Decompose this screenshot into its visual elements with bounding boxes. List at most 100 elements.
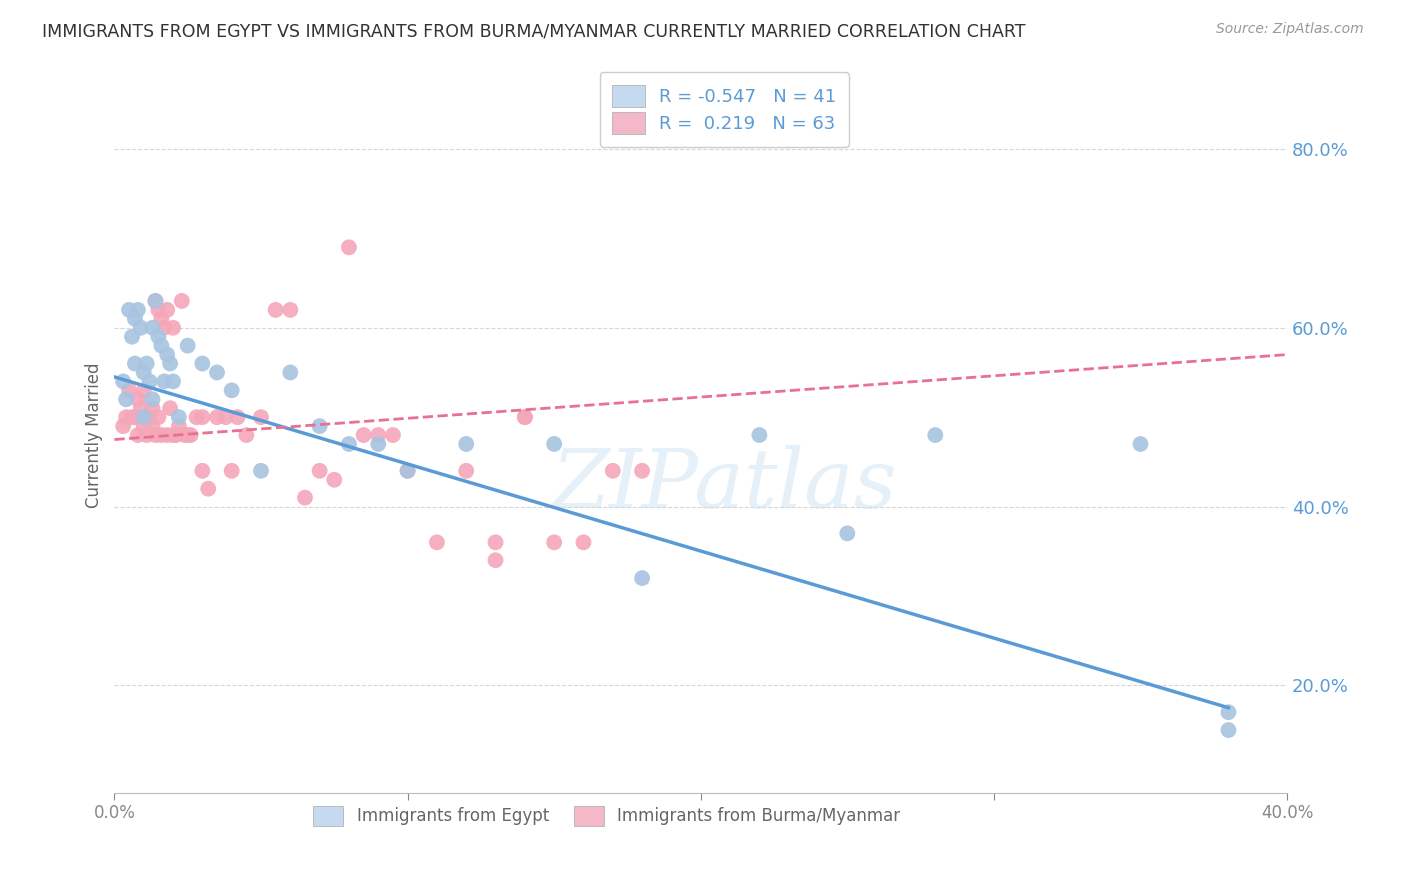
Point xyxy=(148,329,170,343)
Point xyxy=(150,428,173,442)
Point xyxy=(278,302,301,317)
Point xyxy=(215,410,238,425)
Point xyxy=(572,535,595,549)
Point xyxy=(153,375,176,389)
Point xyxy=(197,482,219,496)
Point xyxy=(381,428,404,442)
Point xyxy=(162,428,184,442)
Point xyxy=(118,384,141,398)
Point xyxy=(156,302,179,317)
Point xyxy=(127,392,149,407)
Point xyxy=(602,464,624,478)
Point xyxy=(205,410,228,425)
Point xyxy=(159,357,181,371)
Point xyxy=(1218,723,1240,737)
Point xyxy=(135,428,157,442)
Point xyxy=(145,428,167,442)
Point xyxy=(135,357,157,371)
Point xyxy=(162,375,184,389)
Point xyxy=(221,464,243,478)
Point xyxy=(156,348,179,362)
Point xyxy=(115,410,138,425)
Point xyxy=(150,311,173,326)
Point xyxy=(162,320,184,334)
Point xyxy=(631,571,654,585)
Point xyxy=(159,401,181,416)
Point xyxy=(118,302,141,317)
Point xyxy=(337,240,360,254)
Point xyxy=(156,428,179,442)
Point xyxy=(221,384,243,398)
Point xyxy=(543,437,565,451)
Point xyxy=(191,410,214,425)
Point xyxy=(367,428,389,442)
Point xyxy=(396,464,419,478)
Point xyxy=(543,535,565,549)
Point xyxy=(748,428,770,442)
Point xyxy=(121,329,143,343)
Point xyxy=(141,320,163,334)
Point xyxy=(278,366,301,380)
Point xyxy=(513,410,536,425)
Point xyxy=(426,535,449,549)
Point xyxy=(323,473,346,487)
Point xyxy=(124,410,146,425)
Point xyxy=(250,464,273,478)
Point xyxy=(173,428,195,442)
Point xyxy=(167,419,190,434)
Point xyxy=(121,410,143,425)
Point xyxy=(124,311,146,326)
Point xyxy=(132,410,155,425)
Point xyxy=(456,464,478,478)
Point xyxy=(177,428,200,442)
Point xyxy=(235,428,257,442)
Point xyxy=(177,338,200,352)
Point xyxy=(226,410,249,425)
Point xyxy=(135,410,157,425)
Point xyxy=(396,464,419,478)
Point xyxy=(484,535,506,549)
Point xyxy=(112,375,135,389)
Point xyxy=(631,464,654,478)
Y-axis label: Currently Married: Currently Married xyxy=(86,362,103,508)
Point xyxy=(127,302,149,317)
Point xyxy=(153,320,176,334)
Point xyxy=(112,419,135,434)
Point xyxy=(513,410,536,425)
Legend: Immigrants from Egypt, Immigrants from Burma/Myanmar: Immigrants from Egypt, Immigrants from B… xyxy=(305,797,908,834)
Point xyxy=(145,293,167,308)
Point xyxy=(141,401,163,416)
Point xyxy=(205,366,228,380)
Point xyxy=(127,428,149,442)
Point xyxy=(186,410,208,425)
Point xyxy=(294,491,316,505)
Point xyxy=(484,553,506,567)
Point xyxy=(115,392,138,407)
Point xyxy=(170,293,193,308)
Point xyxy=(141,419,163,434)
Point xyxy=(129,320,152,334)
Point xyxy=(132,366,155,380)
Point xyxy=(167,410,190,425)
Point xyxy=(837,526,859,541)
Point xyxy=(191,464,214,478)
Point xyxy=(367,437,389,451)
Text: ZIPatlas: ZIPatlas xyxy=(551,445,897,525)
Point xyxy=(148,410,170,425)
Point xyxy=(180,428,202,442)
Point xyxy=(138,410,160,425)
Point xyxy=(308,419,330,434)
Point xyxy=(124,357,146,371)
Point xyxy=(456,437,478,451)
Point xyxy=(250,410,273,425)
Point xyxy=(1129,437,1152,451)
Point xyxy=(1218,705,1240,719)
Point xyxy=(191,357,214,371)
Point xyxy=(141,392,163,407)
Point xyxy=(165,428,187,442)
Text: IMMIGRANTS FROM EGYPT VS IMMIGRANTS FROM BURMA/MYANMAR CURRENTLY MARRIED CORRELA: IMMIGRANTS FROM EGYPT VS IMMIGRANTS FROM… xyxy=(42,22,1026,40)
Point xyxy=(308,464,330,478)
Point xyxy=(132,384,155,398)
Point xyxy=(132,419,155,434)
Point xyxy=(353,428,375,442)
